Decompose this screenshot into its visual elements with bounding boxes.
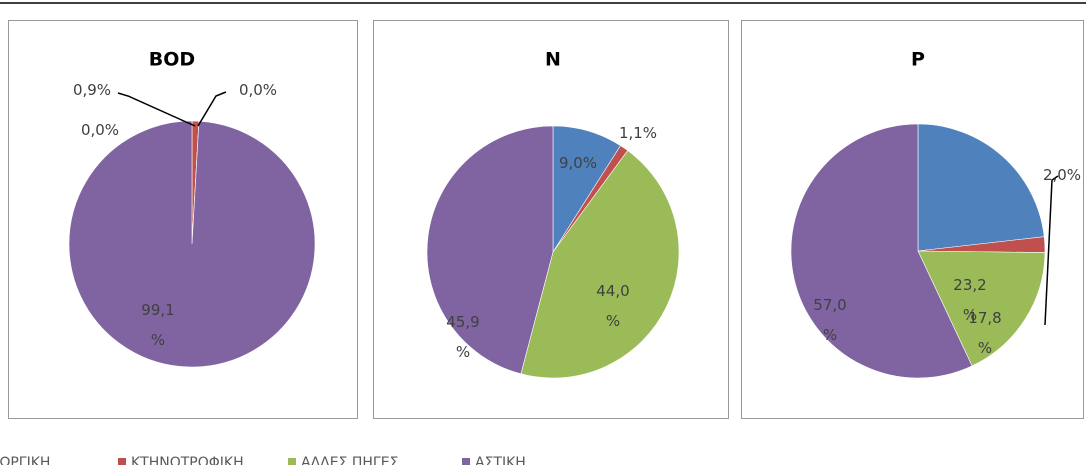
legend-label: ΑΣΤΙΚΗ: [475, 455, 526, 465]
data-label: 45,9%: [446, 313, 479, 361]
data-label: 1,1%: [619, 124, 657, 142]
pie-slice: [917, 250, 1046, 367]
leader-line: [117, 92, 196, 127]
data-label: 44,0%: [596, 282, 629, 330]
pie-slice: [520, 150, 680, 379]
chart-title: N: [545, 49, 561, 71]
pie-slice: [426, 125, 554, 375]
data-label: 2,0%: [1043, 166, 1081, 184]
pie-slice: [790, 123, 973, 379]
data-label: 57,0%: [813, 296, 846, 344]
data-label: 0,0%: [81, 121, 119, 139]
legend-label: ΚΤΗΝΟΤΡΟΦΙΚΗ: [131, 455, 244, 465]
legend-swatch: [462, 458, 470, 465]
pie-slice: [68, 120, 316, 368]
legend-label: ΑΛΛΕΣ ΠΗΓΕΣ: [301, 455, 398, 465]
data-label: 17,8%: [968, 309, 1001, 357]
legend-swatch: [288, 458, 296, 465]
legend-label: ΓΕΩΡΓΙΚΗ: [0, 455, 50, 465]
chart-title: P: [911, 49, 925, 71]
leader-line: [197, 91, 227, 127]
data-label: 0,9%: [73, 81, 111, 99]
chart-title: BOD: [149, 49, 195, 71]
legend-swatch: [118, 458, 126, 465]
pie-slice: [917, 123, 1045, 252]
data-label: 23,2%: [953, 276, 986, 324]
data-label: 0,0%: [239, 81, 277, 99]
data-label: 9,0%: [559, 154, 597, 172]
leader-line: [1044, 175, 1059, 326]
data-label: 99,1%: [141, 301, 174, 349]
